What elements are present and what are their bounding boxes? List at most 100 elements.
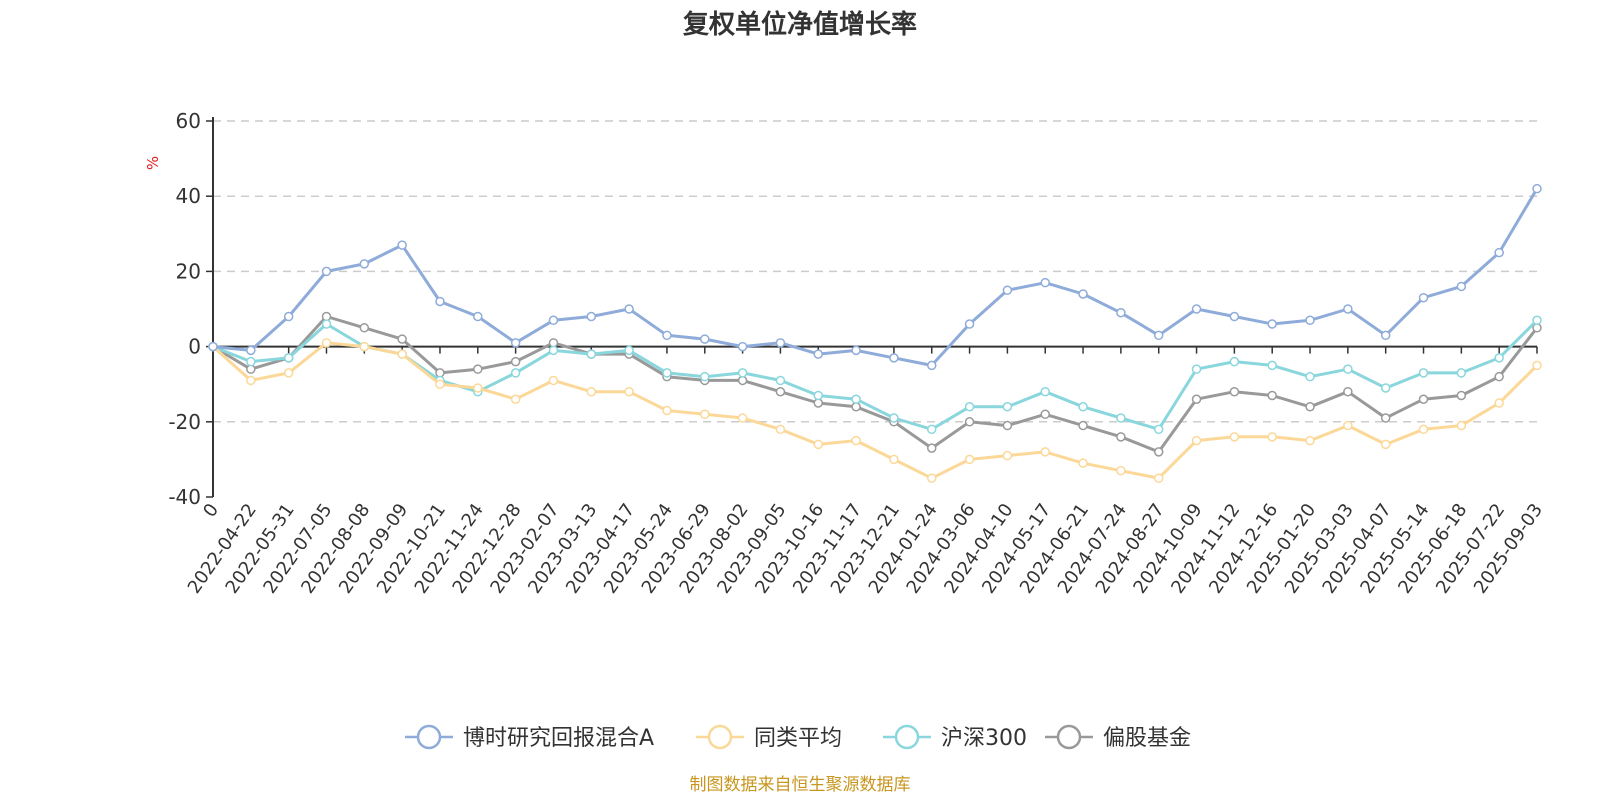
data-point xyxy=(737,341,748,352)
data-point xyxy=(548,375,559,386)
data-point xyxy=(889,353,899,363)
x-tick-label: 0 xyxy=(199,500,223,521)
legend-label: 偏股基金 xyxy=(1103,726,1191,751)
data-point xyxy=(1002,450,1013,461)
data-point xyxy=(1078,402,1088,412)
data-point xyxy=(889,454,899,465)
data-point xyxy=(1078,458,1088,468)
legend-marker-icon xyxy=(416,724,442,750)
legend-label: 博时研究回报混合A xyxy=(463,726,654,751)
data-point xyxy=(813,439,824,450)
data-point xyxy=(397,349,407,359)
data-point xyxy=(1305,402,1315,412)
data-point xyxy=(1078,420,1088,431)
data-point xyxy=(737,368,748,378)
series-group xyxy=(208,183,1542,483)
data-point xyxy=(1532,183,1542,194)
data-point xyxy=(813,390,824,401)
data-point xyxy=(548,315,559,326)
y-tick-label: 40 xyxy=(176,184,201,208)
data-point xyxy=(246,356,256,367)
data-point xyxy=(1305,435,1315,446)
data-point xyxy=(473,383,483,393)
data-point xyxy=(737,413,748,423)
data-point xyxy=(359,323,370,333)
legend-item[interactable]: 偏股基金 xyxy=(1045,724,1191,751)
data-point xyxy=(510,356,521,367)
data-point xyxy=(926,360,937,371)
y-tick-label: -40 xyxy=(168,485,201,509)
data-point xyxy=(700,371,710,382)
legend-marker-icon xyxy=(707,724,733,750)
grid xyxy=(213,120,1537,423)
data-point xyxy=(1153,424,1164,435)
data-point xyxy=(1343,420,1353,431)
data-point xyxy=(851,435,861,446)
data-point xyxy=(1002,285,1013,295)
data-point xyxy=(1002,420,1013,431)
data-point xyxy=(1343,386,1353,397)
data-point xyxy=(926,424,937,435)
data-point xyxy=(397,334,407,344)
data-point xyxy=(964,417,975,427)
data-point xyxy=(624,345,634,356)
data-point xyxy=(1456,390,1467,401)
data-point xyxy=(1267,319,1277,329)
data-point xyxy=(662,330,672,341)
data-point xyxy=(1267,390,1277,401)
data-point xyxy=(1153,473,1164,483)
data-point xyxy=(283,311,294,322)
data-point xyxy=(1456,281,1467,292)
data-point xyxy=(889,413,899,423)
data-point xyxy=(1380,413,1391,423)
data-point xyxy=(1418,424,1429,435)
data-point xyxy=(1002,402,1013,412)
y-tick-label: 20 xyxy=(176,259,201,283)
data-point xyxy=(700,409,710,420)
data-point xyxy=(246,375,256,386)
data-point xyxy=(586,349,597,359)
data-point xyxy=(1305,371,1315,382)
data-point xyxy=(1380,330,1391,341)
data-point xyxy=(435,379,445,389)
data-point xyxy=(964,454,975,465)
data-point xyxy=(321,266,332,277)
data-point xyxy=(1494,247,1504,258)
data-point xyxy=(1343,364,1353,374)
legend-item[interactable]: 同类平均 xyxy=(696,724,842,751)
data-point xyxy=(246,345,256,356)
data-point xyxy=(1418,394,1429,404)
y-tick-label: 60 xyxy=(176,109,201,133)
data-point xyxy=(1494,353,1504,363)
legend-item[interactable]: 博时研究回报混合A xyxy=(405,724,654,751)
data-point xyxy=(1305,315,1315,326)
series-line xyxy=(212,315,1539,454)
data-point xyxy=(1494,398,1504,408)
data-point xyxy=(1191,364,1202,374)
data-point xyxy=(1191,394,1202,404)
legend-label: 沪深300 xyxy=(941,726,1027,751)
series-line xyxy=(212,187,1539,367)
data-point xyxy=(926,443,937,453)
data-point xyxy=(1532,315,1542,326)
data-point xyxy=(813,349,824,359)
data-point xyxy=(321,319,332,329)
data-point xyxy=(435,296,445,307)
data-point xyxy=(1267,432,1277,442)
data-point xyxy=(1494,371,1504,382)
y-tick-label: 0 xyxy=(188,335,201,359)
legend[interactable]: 博时研究回报混合A 同类平均 沪深300 偏股基金 xyxy=(405,724,1191,751)
data-point xyxy=(775,386,786,397)
data-point xyxy=(1418,368,1429,378)
data-point xyxy=(283,368,294,378)
data-point xyxy=(1191,435,1202,446)
data-point xyxy=(359,259,370,269)
data-point xyxy=(397,240,407,250)
data-point xyxy=(662,405,672,416)
data-point xyxy=(510,368,521,378)
legend-item[interactable]: 沪深300 xyxy=(883,724,1027,751)
data-point xyxy=(624,386,634,397)
data-point xyxy=(1153,330,1164,341)
data-point xyxy=(851,345,861,356)
